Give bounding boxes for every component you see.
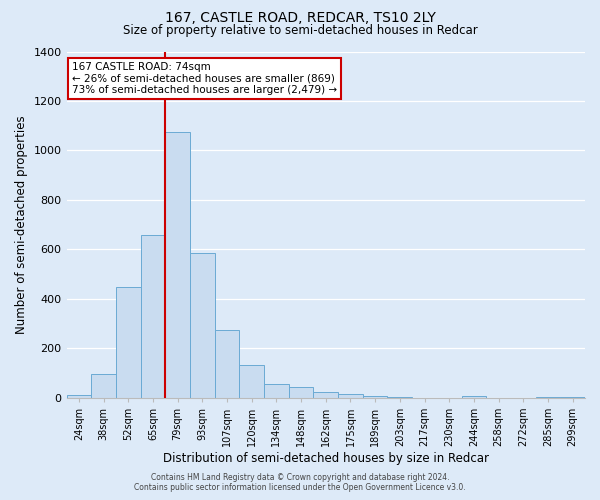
Text: Size of property relative to semi-detached houses in Redcar: Size of property relative to semi-detach…	[122, 24, 478, 37]
Bar	[388, 396, 412, 398]
Bar	[363, 396, 388, 398]
Bar	[239, 364, 264, 398]
Bar	[116, 286, 140, 398]
Bar	[461, 396, 486, 398]
Bar	[313, 392, 338, 398]
Bar	[165, 132, 190, 398]
Bar	[215, 330, 239, 398]
Bar	[289, 387, 313, 398]
Text: 167 CASTLE ROAD: 74sqm
← 26% of semi-detached houses are smaller (869)
73% of se: 167 CASTLE ROAD: 74sqm ← 26% of semi-det…	[72, 62, 337, 95]
Bar	[190, 253, 215, 398]
Y-axis label: Number of semi-detached properties: Number of semi-detached properties	[15, 116, 28, 334]
Text: 167, CASTLE ROAD, REDCAR, TS10 2LY: 167, CASTLE ROAD, REDCAR, TS10 2LY	[164, 11, 436, 25]
Bar	[338, 394, 363, 398]
Bar	[67, 396, 91, 398]
Bar	[264, 384, 289, 398]
Bar	[140, 234, 165, 398]
X-axis label: Distribution of semi-detached houses by size in Redcar: Distribution of semi-detached houses by …	[163, 452, 489, 465]
Bar	[536, 396, 560, 398]
Bar	[91, 374, 116, 398]
Text: Contains HM Land Registry data © Crown copyright and database right 2024.
Contai: Contains HM Land Registry data © Crown c…	[134, 473, 466, 492]
